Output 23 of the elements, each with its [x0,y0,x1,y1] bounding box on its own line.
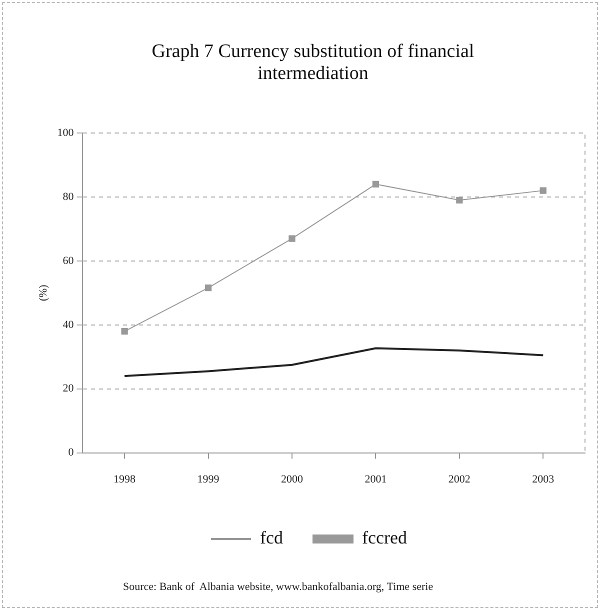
y-tick-label: 80 [62,190,74,203]
point [204,284,212,292]
x-tick-label: 2003 [532,473,555,486]
y-tick-label: 60 [62,254,74,267]
point [372,180,380,188]
y-tick-label: 20 [62,382,74,395]
point [456,196,463,204]
x-tick-label: 1999 [197,473,220,486]
x-tick-label: 2002 [448,473,470,486]
point [288,235,296,242]
legend-label: fccred [362,528,407,548]
point [121,328,128,335]
chart-title: Graph 7 Currency substitution of financial intermediation [150,41,476,85]
y-tick-label: 0 [68,446,74,459]
x-tick-label: 2001 [364,473,387,486]
y-tick-label: 100 [57,126,74,139]
source-note: Source: Bank of Albania website, www.bankofalbania.org, Time serie [123,581,434,593]
y-tick-label: 40 [62,318,74,331]
point [540,187,546,194]
x-tick-label: 2000 [280,473,304,486]
legend-label: fcd [260,528,284,548]
y-axis-title: (%) [37,284,50,302]
x-tick-label: 1998 [114,473,136,486]
